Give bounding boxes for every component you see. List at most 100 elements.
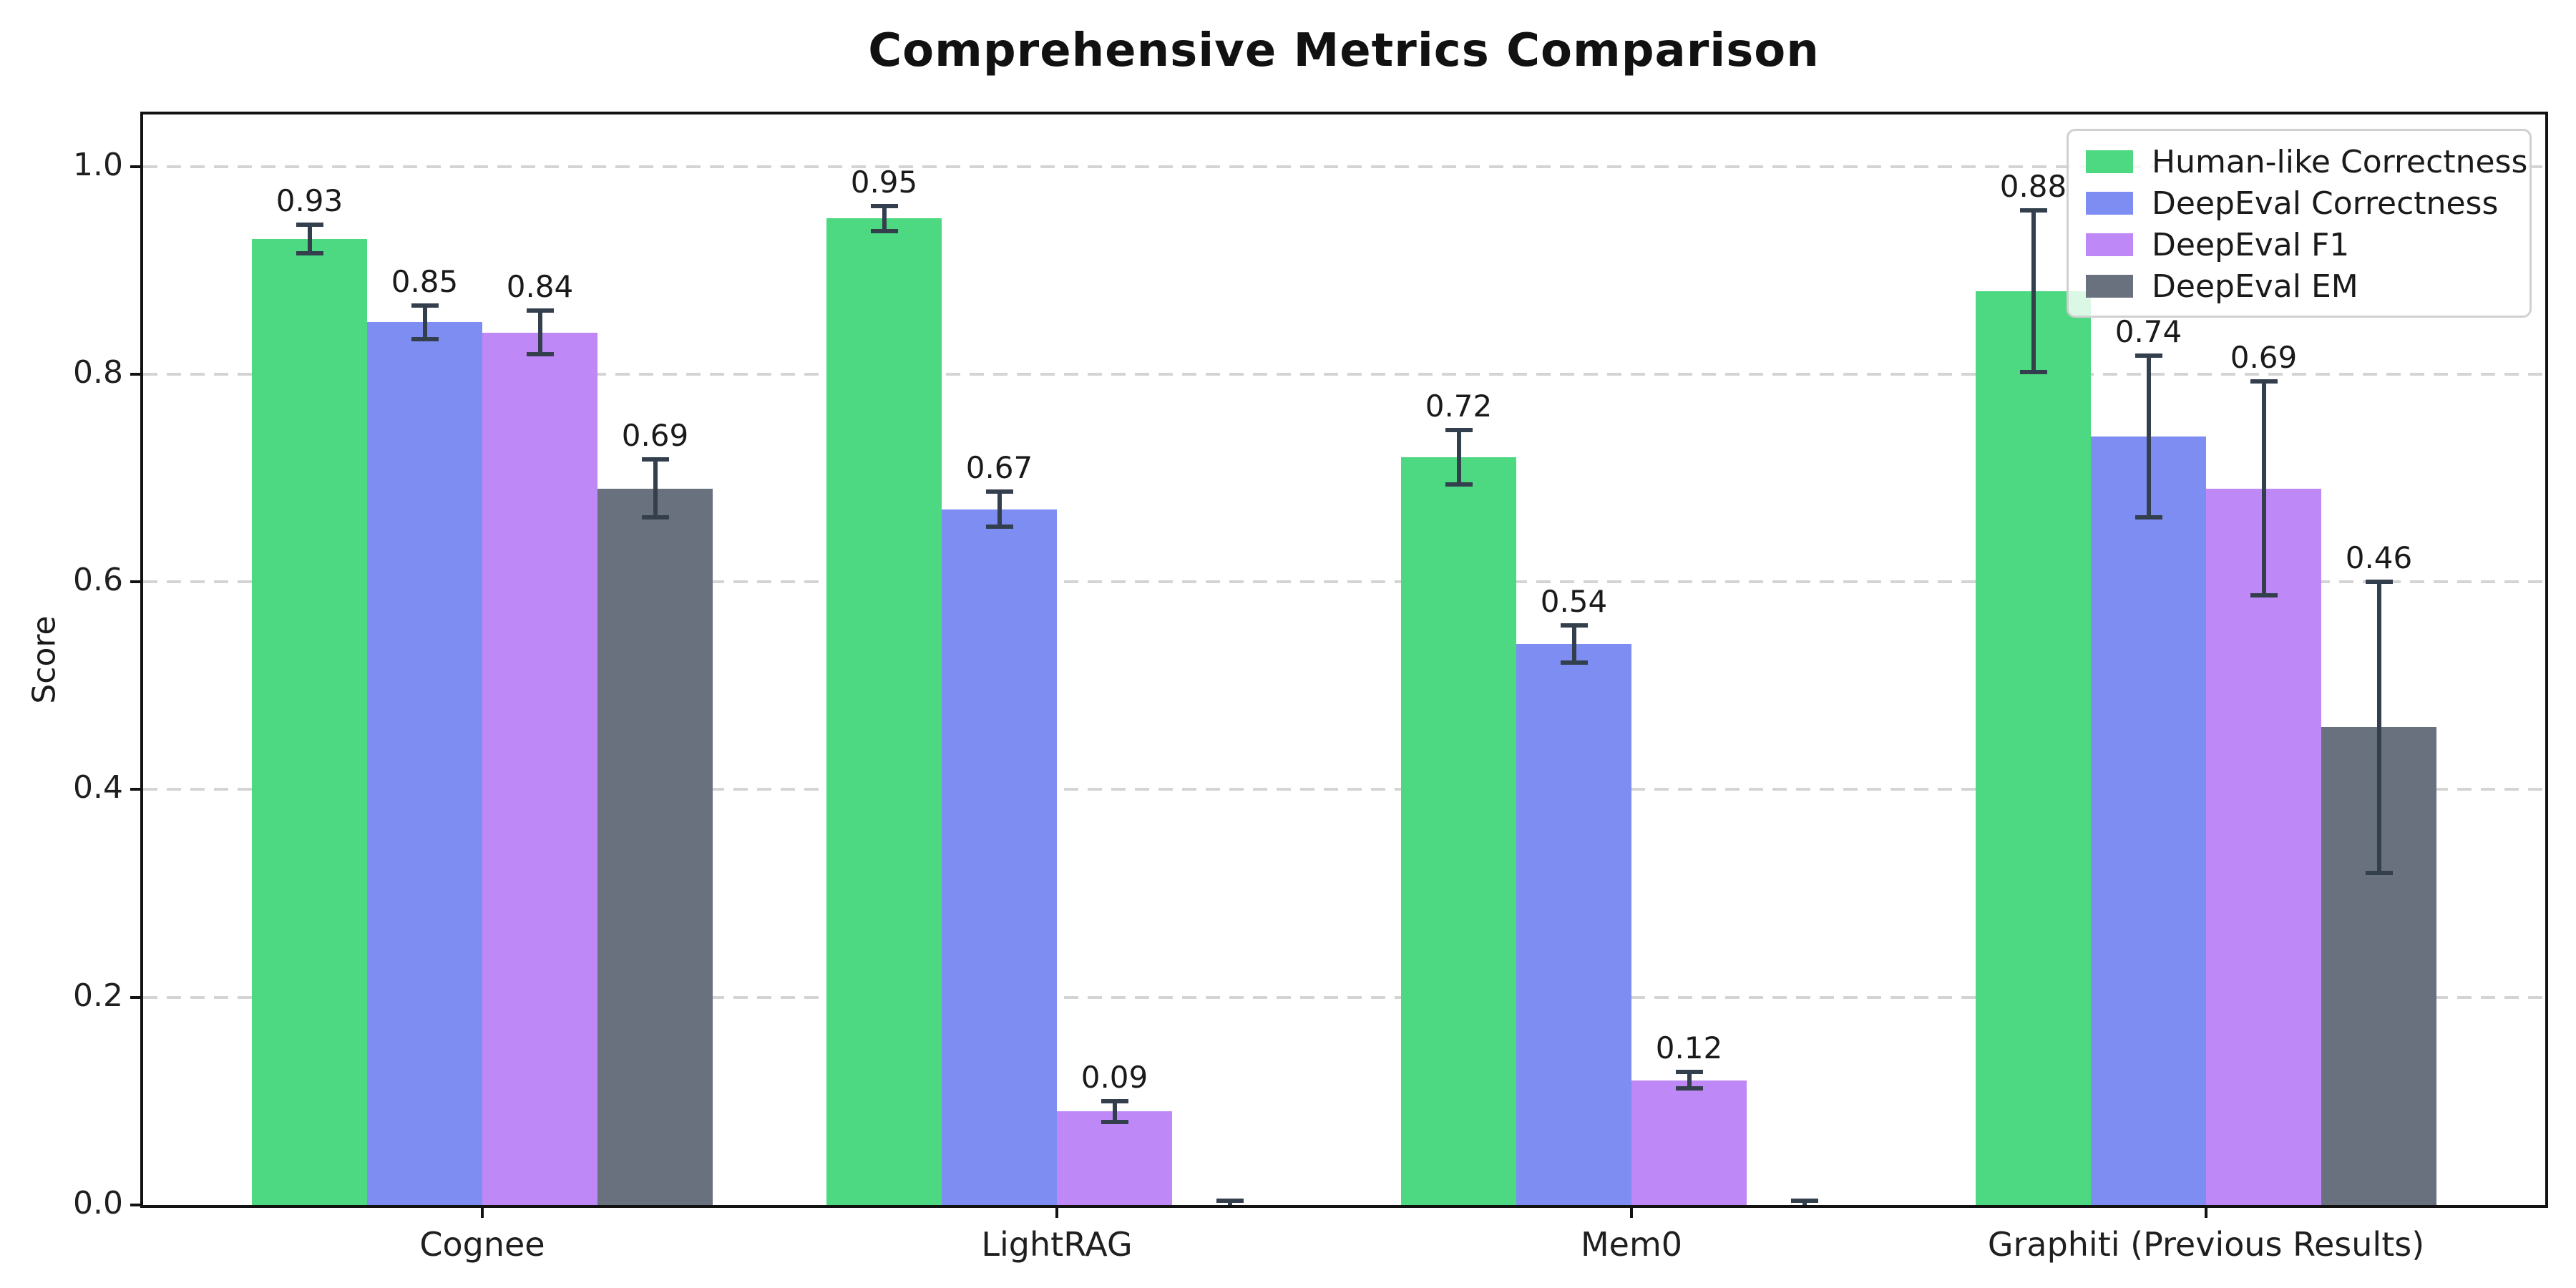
- error-bar: [653, 459, 658, 518]
- bar-deepeval-correctness: [1516, 644, 1631, 1205]
- bar-deepeval-correctness: [942, 509, 1057, 1205]
- x-tick-mark: [481, 1205, 484, 1218]
- bar-value-label: 0.93: [275, 182, 343, 218]
- bar-value-label: 0.74: [2114, 313, 2182, 349]
- gridline: [143, 372, 2545, 376]
- y-tick-mark: [130, 995, 143, 999]
- error-bar: [307, 224, 312, 254]
- bar-deepeval-f1: [482, 332, 597, 1205]
- error-bar: [2376, 582, 2381, 873]
- bar-value-label: 0.54: [1540, 584, 1608, 620]
- bar-deepeval-f1: [2206, 488, 2321, 1205]
- x-tick-mark: [2205, 1205, 2207, 1218]
- error-bar-cap: [1445, 482, 1473, 487]
- error-bar-cap: [411, 303, 439, 308]
- y-tick-label: 1.0: [73, 146, 123, 183]
- bar-human-like-correctness: [1976, 291, 2091, 1205]
- bar-human-like-correctness: [252, 239, 367, 1205]
- x-tick-label: Graphiti (Previous Results): [1987, 1225, 2425, 1264]
- error-bar-cap: [1445, 428, 1473, 433]
- error-bar-cap: [2365, 580, 2393, 585]
- error-bar: [537, 311, 542, 355]
- y-tick-mark: [130, 580, 143, 584]
- x-tick-mark: [1055, 1205, 1058, 1218]
- error-bar-cap: [870, 203, 898, 208]
- error-bar-cap: [296, 222, 323, 227]
- x-tick-label: LightRAG: [981, 1225, 1133, 1264]
- legend-swatch: [2086, 150, 2133, 173]
- y-tick-label: 0.0: [73, 1185, 123, 1221]
- bar-deepeval-correctness: [2091, 436, 2206, 1205]
- bar-human-like-correctness: [1401, 457, 1516, 1205]
- error-bar-cap: [1560, 623, 1588, 628]
- error-bar-cap: [2250, 593, 2278, 597]
- error-bar-cap: [526, 352, 554, 357]
- legend-label: Human-like Correctness: [2152, 143, 2528, 180]
- error-bar: [2261, 381, 2266, 595]
- error-bar-cap: [2019, 208, 2047, 213]
- bar-value-label: 0.72: [1425, 389, 1493, 424]
- error-bar-cap: [296, 251, 323, 256]
- legend-swatch: [2086, 192, 2133, 215]
- error-bar-cap: [1675, 1086, 1703, 1091]
- bar-deepeval-em: [597, 488, 713, 1205]
- error-bar: [1456, 430, 1461, 484]
- error-bar: [2146, 355, 2151, 518]
- error-bar-cap: [2250, 379, 2278, 384]
- y-tick-label: 0.2: [73, 977, 123, 1014]
- legend-row: DeepEval EM: [2086, 265, 2529, 307]
- error-bar: [1112, 1101, 1117, 1122]
- y-tick-mark: [130, 165, 143, 168]
- y-tick-mark: [130, 1204, 143, 1206]
- legend-label: DeepEval F1: [2152, 226, 2350, 263]
- bar-deepeval-correctness: [367, 322, 482, 1205]
- bar-value-label: 0.85: [391, 264, 459, 300]
- y-tick-label: 0.8: [73, 353, 123, 391]
- y-tick-label: 0.4: [73, 769, 123, 806]
- error-bar: [1687, 1072, 1692, 1089]
- error-bar-cap: [2135, 515, 2162, 520]
- error-bar-cap: [1790, 1199, 1818, 1204]
- bar-value-label: 0.69: [621, 417, 689, 453]
- x-tick-label: Mem0: [1580, 1225, 1683, 1264]
- bar-value-label: 0.84: [506, 269, 574, 305]
- gridline: [143, 788, 2545, 791]
- gridline: [143, 580, 2545, 584]
- error-bar-cap: [641, 457, 669, 462]
- error-bar-cap: [2365, 870, 2393, 875]
- chart-title: Comprehensive Metrics Comparison: [868, 24, 1820, 77]
- error-bar-cap: [985, 489, 1013, 494]
- legend-swatch: [2086, 233, 2133, 256]
- error-bar-cap: [1675, 1070, 1703, 1075]
- legend-label: DeepEval EM: [2152, 268, 2358, 305]
- error-bar-cap: [1216, 1199, 1244, 1204]
- gridline: [143, 165, 2545, 168]
- y-tick-mark: [130, 788, 143, 791]
- error-bar-cap: [2135, 353, 2162, 358]
- error-bar: [2031, 210, 2036, 372]
- bar-human-like-correctness: [826, 218, 942, 1205]
- bar-deepeval-f1: [1057, 1111, 1172, 1205]
- y-tick-label: 0.6: [73, 562, 123, 599]
- error-bar-cap: [526, 308, 554, 313]
- legend-swatch: [2086, 275, 2133, 298]
- gridline: [143, 995, 2545, 999]
- error-bar: [422, 306, 427, 339]
- y-tick-mark: [130, 372, 143, 376]
- bar-value-label: 0.88: [1999, 168, 2067, 204]
- error-bar-cap: [985, 525, 1013, 530]
- bar-value-label: 0.12: [1655, 1030, 1723, 1066]
- bar-value-label: 0.69: [2230, 340, 2298, 376]
- error-bar-cap: [1101, 1119, 1128, 1124]
- error-bar-cap: [411, 336, 439, 341]
- legend: Human-like Correctness DeepEval Correctne…: [2067, 129, 2532, 318]
- error-bar-cap: [1560, 660, 1588, 665]
- legend-row: DeepEval F1: [2086, 224, 2529, 265]
- bar-value-label: 0.46: [2345, 540, 2413, 576]
- error-bar-cap: [870, 228, 898, 233]
